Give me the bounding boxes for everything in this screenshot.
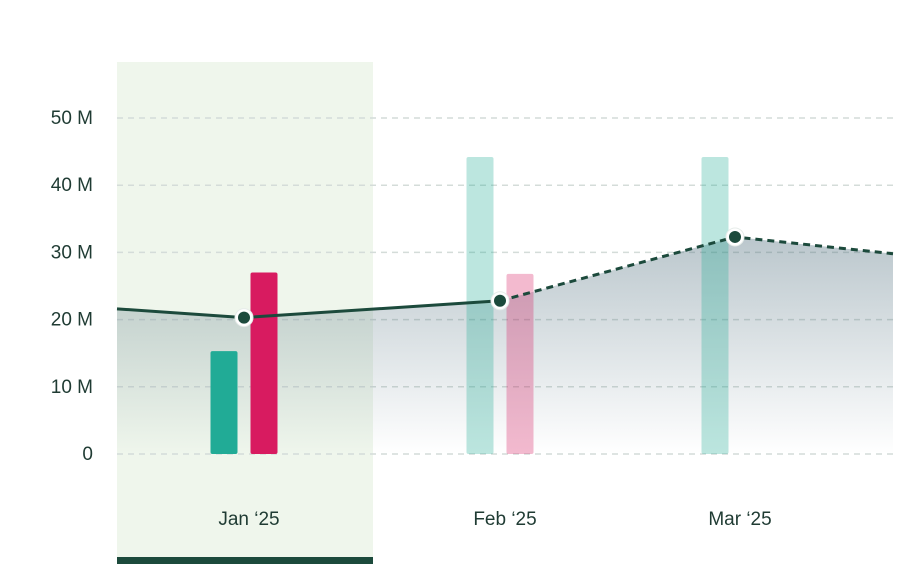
line-area [117,236,893,454]
line-point[interactable] [238,311,250,324]
bar[interactable] [506,273,534,454]
x-category-label[interactable]: Mar ‘25 [708,509,771,530]
y-tick-label: 0 [82,444,93,465]
area-fill [117,236,893,454]
y-tick-label: 20 M [51,310,93,331]
line-points [234,227,745,328]
y-tick-label: 50 M [51,108,93,129]
selected-column-indicator [117,557,373,564]
bar[interactable] [701,156,729,454]
y-tick-label: 40 M [51,175,93,196]
bar[interactable] [210,351,238,454]
x-category-label[interactable]: Feb ‘25 [473,509,536,530]
x-axis-labels: Jan ‘25 Feb ‘25 Mar ‘25 [218,509,771,530]
y-tick-label: 30 M [51,242,93,263]
y-axis-ticks: 0 10 M 20 M 30 M 40 M 50 M [51,108,93,465]
line-point[interactable] [494,294,506,307]
bar[interactable] [250,272,278,454]
bars [210,156,729,454]
bar[interactable] [466,156,494,454]
line-point[interactable] [729,230,741,243]
x-category-label[interactable]: Jan ‘25 [218,509,279,530]
y-tick-label: 10 M [51,377,93,398]
